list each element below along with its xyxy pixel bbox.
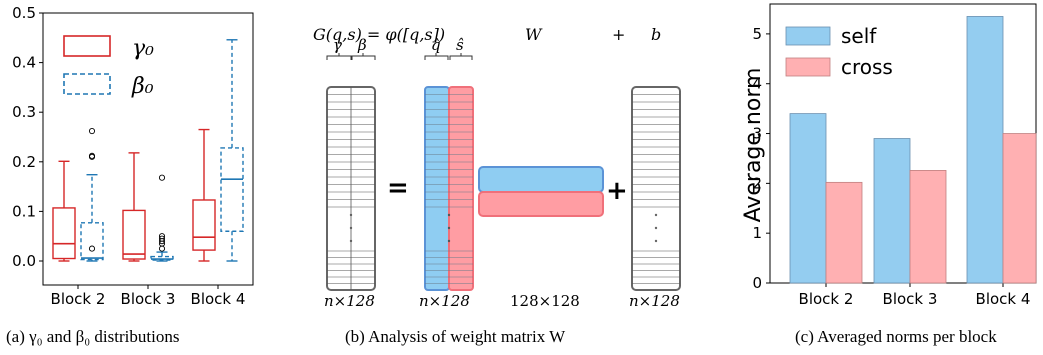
- legend-gamma-label: γ₀: [132, 36, 154, 61]
- bar-chart-marks: [789, 16, 1037, 284]
- s-hat-symbol: ŝ: [456, 36, 464, 54]
- box-xtick-label: Block 2: [51, 290, 106, 308]
- bar-ytick-label: 5: [752, 25, 762, 43]
- box-ytick-label: 0.2: [12, 153, 36, 171]
- box-flier: [88, 152, 96, 159]
- b-matrix-outline: [631, 86, 681, 291]
- phi-s-column: [448, 86, 474, 291]
- box-plot-marks: [52, 39, 244, 262]
- phi-ellipsis-dot: [447, 226, 451, 230]
- legend-cross-label: cross: [841, 55, 893, 79]
- box-flier: [158, 174, 166, 181]
- legend-gamma-swatch: [63, 35, 111, 57]
- bar-xtick-label: Block 2: [799, 290, 854, 308]
- bar-self: [789, 113, 827, 284]
- bar-ytick-label: 3: [752, 125, 762, 143]
- box-ytick-label: 0.4: [12, 54, 36, 72]
- b-matrix-ellipsis-dot: [654, 213, 658, 217]
- phi-dims: n×128: [419, 292, 470, 310]
- phi-ellipsis-dot: [447, 239, 451, 243]
- w-dims: 128×128: [510, 292, 580, 310]
- w-matrix: [478, 166, 604, 217]
- box-iqr: [52, 207, 76, 260]
- bar-self: [873, 138, 911, 284]
- box-ytick-label: 0.1: [12, 202, 36, 220]
- caption-b: (b) Analysis of weight matrix W: [345, 327, 566, 346]
- box-plot-panel: 0.0 0.1 0.2 0.3 0.4 0.5 Block 2 Block 3 Block 4…: [12, 4, 254, 308]
- bar-chart-ylabel: Average norm: [741, 68, 766, 223]
- beta-brace: [351, 53, 376, 60]
- box-ytick-label: 0.0: [12, 252, 36, 270]
- bar-self: [966, 16, 1004, 284]
- b-matrix: [631, 86, 681, 291]
- weight-matrix-diagram: G(q,s) = φ([q,s]) W + b γ β q̂ ŝ = + n×1…: [313, 25, 681, 310]
- plus-label: +: [612, 25, 625, 44]
- g-dims: n×128: [324, 292, 375, 310]
- phi-matrix: [424, 86, 474, 291]
- q-hat-brace: [424, 53, 449, 60]
- box-plot-x-axis: Block 2 Block 3 Block 4: [51, 285, 246, 308]
- box-xtick-label: Block 3: [121, 290, 176, 308]
- box-flier: [158, 245, 166, 252]
- bar-chart-legend: self cross: [785, 24, 893, 79]
- gamma-symbol: γ: [333, 36, 342, 54]
- bar-cross: [909, 170, 947, 284]
- bar-chart-y-axis: 0 1 2 3 4 5: [752, 25, 770, 292]
- legend-cross-swatch: [785, 57, 831, 77]
- box-flier: [158, 238, 166, 245]
- s-hat-brace: [449, 53, 473, 60]
- legend-self-label: self: [841, 24, 877, 48]
- legend-self-swatch: [785, 26, 831, 46]
- b-dims: n×128: [629, 292, 680, 310]
- w-matrix-bottom: [478, 191, 604, 217]
- box-xtick-label: Block 4: [191, 290, 246, 308]
- box-flier: [88, 245, 96, 252]
- gamma-brace: [326, 53, 352, 60]
- plus-sign: +: [606, 176, 628, 206]
- bar-chart-panel: 0 1 2 3 4 5 Block 2 Block 3 Block 4 Average nor…: [741, 3, 1037, 308]
- b-matrix-ellipsis-dot: [654, 226, 658, 230]
- box-flier: [88, 127, 96, 135]
- box-plot-legend: γ₀ β₀: [63, 35, 154, 99]
- legend-beta-swatch: [63, 73, 111, 95]
- box-iqr: [122, 209, 146, 260]
- equals-sign: =: [387, 173, 409, 203]
- bar-ytick-label: 1: [752, 224, 762, 242]
- legend-beta-label: β₀: [131, 74, 154, 99]
- bar-ytick-label: 4: [752, 75, 762, 93]
- w-label: W: [525, 25, 543, 44]
- phi-q-column: [424, 86, 450, 291]
- bar-chart-x-axis: Block 2 Block 3 Block 4: [799, 283, 1031, 308]
- bar-cross: [825, 181, 863, 284]
- bar-xtick-label: Block 4: [976, 290, 1031, 308]
- beta-symbol: β: [357, 36, 367, 54]
- b-label: b: [651, 25, 661, 44]
- w-matrix-top: [478, 166, 604, 193]
- bar-xtick-label: Block 3: [883, 290, 938, 308]
- caption-a: (a) γ₀ and β₀ distributions: [6, 327, 179, 346]
- box-iqr: [192, 199, 216, 251]
- box-ytick-label: 0.3: [12, 103, 36, 121]
- bar-ytick-label: 0: [752, 274, 762, 292]
- box-iqr: [220, 147, 244, 232]
- caption-c: (c) Averaged norms per block: [795, 327, 997, 346]
- g-matrix: [326, 86, 376, 291]
- b-matrix-ellipsis-dot: [654, 239, 658, 243]
- q-hat-symbol: q̂: [431, 36, 441, 54]
- phi-ellipsis-dot: [447, 213, 451, 217]
- box-plot-y-axis: 0.0 0.1 0.2 0.3 0.4 0.5: [12, 4, 43, 270]
- box-ytick-label: 0.5: [12, 4, 36, 22]
- box-iqr: [80, 222, 104, 261]
- bar-ytick-label: 2: [752, 174, 762, 192]
- formula-label: G(q,s) = φ([q,s]): [313, 25, 445, 44]
- bar-cross: [1002, 133, 1037, 284]
